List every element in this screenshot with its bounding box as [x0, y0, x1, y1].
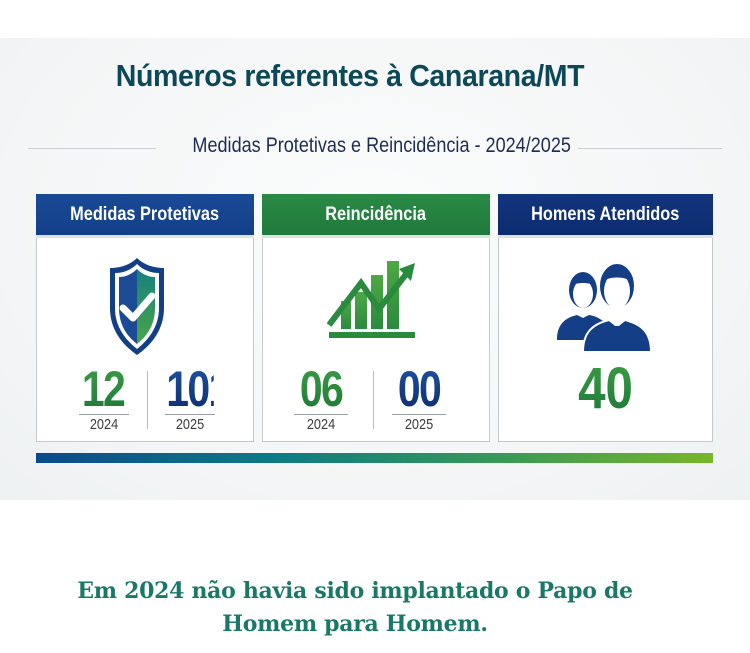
footnote: Em 2024 não havia sido implantado o Papo…	[20, 575, 690, 641]
divider-right	[578, 148, 722, 149]
card-title: Reincidência	[325, 203, 427, 225]
stat-year: 2024	[306, 416, 336, 433]
stat-year: 2024	[89, 416, 119, 433]
footnote-line-1: Em 2024 não havia sido implantado o Papo…	[77, 578, 633, 604]
footnote-line-2: Homem para Homem.	[222, 611, 488, 637]
page-title: Números referentes à Canarana/MT	[115, 58, 585, 93]
stat-2024: 06 2024	[293, 361, 349, 433]
subtitle-row: Medidas Protetivas e Reincidência - 2024…	[28, 132, 722, 162]
card-title: Homens Atendidos	[531, 203, 680, 225]
gradient-divider-bar	[36, 453, 713, 463]
stat-year: 2025	[404, 416, 434, 433]
stat-value: 06	[299, 361, 344, 417]
homens-atendidos-value: 40	[515, 360, 696, 418]
divider-left	[28, 148, 156, 149]
stat-value: 00	[397, 361, 442, 417]
card-medidas-protetivas: Medidas Protetivas 121 2024 101 2025	[36, 194, 254, 442]
stat-2024: 121 2024	[77, 361, 147, 433]
card-title: Medidas Protetivas	[70, 203, 220, 225]
stat-separator	[147, 371, 148, 429]
stat-underline	[294, 414, 348, 415]
stat-underline	[165, 414, 215, 415]
stat-value: 101	[166, 361, 231, 417]
card-header: Medidas Protetivas	[36, 194, 254, 238]
card-reincidencia: Reincidência 06 2024 00 2025	[262, 194, 490, 442]
stat-underline	[392, 414, 446, 415]
people-icon	[553, 258, 653, 353]
card-header: Reincidência	[262, 194, 490, 238]
stat-value: 121	[81, 361, 147, 417]
subtitle: Medidas Protetivas e Reincidência - 2024…	[192, 134, 571, 157]
stat-2025: 00 2025	[391, 361, 447, 433]
shield-check-icon	[108, 256, 166, 357]
card-homens-atendidos: Homens Atendidos 40	[498, 194, 713, 442]
stat-underline	[79, 414, 129, 415]
stat-2025: 101 2025	[161, 361, 231, 433]
card-header: Homens Atendidos	[498, 194, 713, 238]
stat-separator	[373, 371, 374, 429]
bar-chart-trend-icon	[326, 259, 419, 339]
stat-year: 2025	[175, 416, 205, 433]
